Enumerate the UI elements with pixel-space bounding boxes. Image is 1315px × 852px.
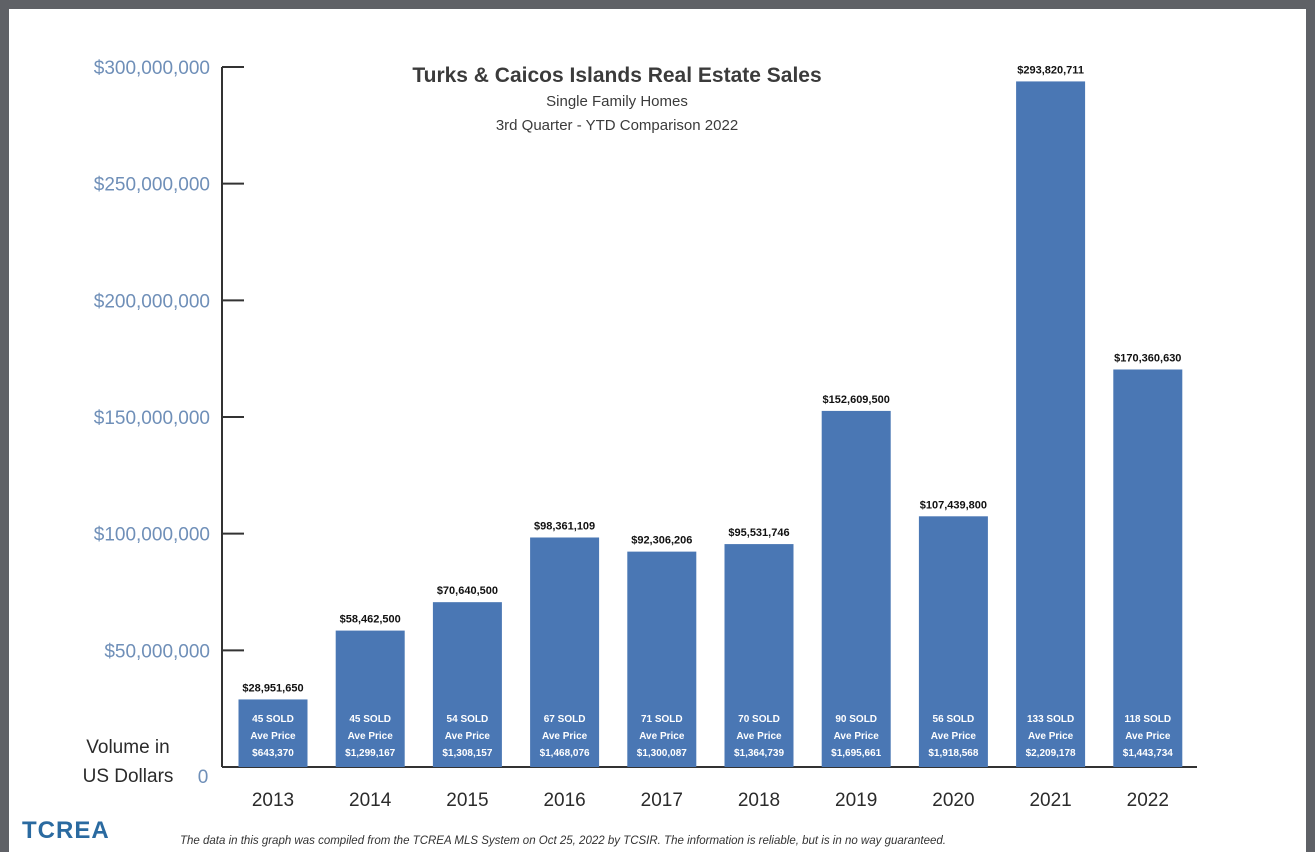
bar-sold-label: 118 SOLD	[1124, 714, 1171, 725]
y-tick-label: $300,000,000	[94, 58, 210, 79]
bar	[1113, 369, 1183, 767]
bar-ave-price-caption: Ave Price	[250, 731, 296, 742]
bar-sold-label: 67 SOLD	[544, 714, 586, 725]
bar-ave-price-value: $2,209,178	[1026, 748, 1076, 759]
bar-ave-price-caption: Ave Price	[348, 731, 394, 742]
bar-ave-price-value: $1,300,087	[637, 748, 687, 759]
y-axis-label-line-1: Volume in	[86, 737, 169, 758]
bar-ave-price-value: $1,443,734	[1123, 748, 1173, 759]
footnote: The data in this graph was compiled from…	[180, 835, 946, 847]
x-tick-label: 2017	[641, 790, 683, 811]
bar-ave-price-value: $1,308,157	[442, 748, 492, 759]
bar-value-label: $28,951,650	[242, 682, 303, 694]
bar-value-label: $95,531,746	[728, 527, 789, 539]
bar-value-label: $293,820,711	[1017, 64, 1084, 76]
x-tick-label: 2015	[446, 790, 488, 811]
x-tick-label: 2014	[349, 790, 392, 811]
bar-sold-label: 71 SOLD	[641, 714, 683, 725]
bar-ave-price-caption: Ave Price	[445, 731, 491, 742]
tcrea-logo: TCREA	[22, 817, 110, 844]
bar	[238, 699, 308, 767]
x-tick-label: 2018	[738, 790, 780, 811]
chart-subtitle-2: 3rd Quarter - YTD Comparison 2022	[496, 117, 738, 134]
y-tick-label: $250,000,000	[94, 175, 210, 196]
bar-value-label: $70,640,500	[437, 585, 498, 597]
bar-ave-price-value: $1,695,661	[831, 748, 881, 759]
bar-ave-price-caption: Ave Price	[736, 731, 782, 742]
bar-sold-label: 54 SOLD	[447, 714, 489, 725]
y-tick-label: $200,000,000	[94, 291, 210, 312]
bar	[821, 410, 891, 767]
bar-ave-price-value: $643,370	[252, 748, 294, 759]
bar-ave-price-caption: Ave Price	[1028, 731, 1074, 742]
bar-value-label: $98,361,109	[534, 520, 595, 532]
bar-sold-label: 45 SOLD	[349, 714, 391, 725]
bar	[530, 537, 600, 767]
bar-sold-label: 70 SOLD	[738, 714, 780, 725]
bar	[1016, 81, 1086, 768]
bar-ave-price-value: $1,364,739	[734, 748, 784, 759]
bar-ave-price-caption: Ave Price	[931, 731, 977, 742]
bar	[432, 602, 502, 767]
bar-sold-label: 90 SOLD	[835, 714, 877, 725]
y-axis-label-line-2: US Dollars	[83, 766, 174, 787]
bar-sold-label: 56 SOLD	[933, 714, 975, 725]
bar-ave-price-caption: Ave Price	[639, 731, 685, 742]
bar-value-label: $92,306,206	[631, 535, 692, 547]
bar-ave-price-caption: Ave Price	[834, 731, 880, 742]
x-tick-label: 2022	[1127, 790, 1169, 811]
bar-value-label: $58,462,500	[340, 614, 401, 626]
bar-ave-price-value: $1,299,167	[345, 748, 395, 759]
bar-value-label: $107,439,800	[920, 499, 987, 511]
bar-value-label: $152,609,500	[823, 394, 890, 406]
x-tick-label: 2021	[1029, 790, 1071, 811]
x-tick-label: 2019	[835, 790, 877, 811]
bar-ave-price-value: $1,468,076	[540, 748, 590, 759]
y-tick-label: $150,000,000	[94, 408, 210, 429]
x-tick-label: 2020	[932, 790, 974, 811]
y-tick-label: $50,000,000	[104, 641, 210, 662]
y-tick-label: $100,000,000	[94, 525, 210, 546]
bar-sold-label: 133 SOLD	[1027, 714, 1074, 725]
bar-ave-price-value: $1,918,568	[928, 748, 978, 759]
bars-group: $28,951,650 45 SOLD Ave Price $643,370 2013 $…	[238, 64, 1183, 811]
chart-title: Turks & Caicos Islands Real Estate Sales	[412, 64, 821, 87]
y-zero-label: 0	[198, 767, 209, 788]
bar-ave-price-caption: Ave Price	[542, 731, 588, 742]
bar-sold-label: 45 SOLD	[252, 714, 294, 725]
bar	[918, 516, 988, 767]
bar	[724, 544, 794, 767]
chart-subtitle-1: Single Family Homes	[546, 93, 688, 110]
bar-ave-price-caption: Ave Price	[1125, 731, 1171, 742]
logo-text: TCREA	[22, 817, 110, 844]
x-tick-label: 2013	[252, 790, 294, 811]
bar	[335, 630, 405, 767]
bar	[627, 551, 697, 767]
bar-value-label: $170,360,630	[1114, 352, 1181, 364]
x-tick-label: 2016	[543, 790, 585, 811]
